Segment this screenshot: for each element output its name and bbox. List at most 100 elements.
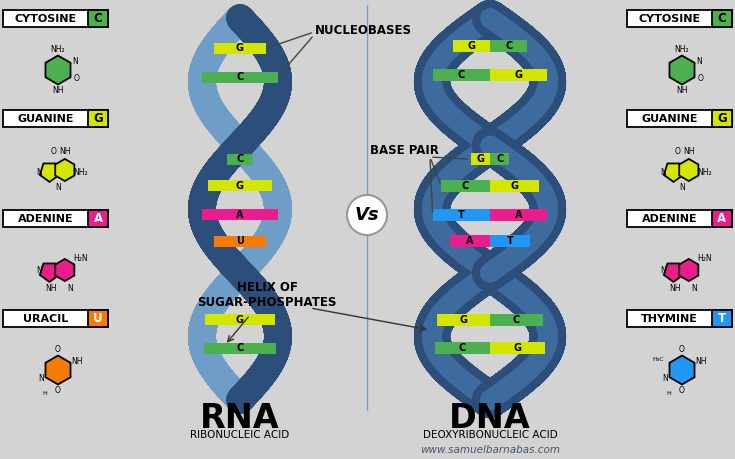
Text: C: C (717, 12, 726, 25)
Text: O: O (55, 345, 61, 354)
Text: A: A (515, 210, 523, 220)
Text: U: U (236, 236, 244, 246)
Polygon shape (670, 356, 695, 385)
FancyBboxPatch shape (490, 153, 509, 165)
Text: N: N (662, 374, 668, 383)
Text: URACIL: URACIL (23, 313, 68, 324)
FancyBboxPatch shape (627, 210, 732, 227)
Text: C: C (237, 343, 243, 353)
Polygon shape (664, 163, 684, 182)
Text: NH: NH (683, 147, 695, 156)
Text: H₂N: H₂N (697, 254, 711, 263)
Text: G: G (467, 41, 476, 51)
Polygon shape (55, 259, 74, 281)
FancyBboxPatch shape (627, 310, 732, 327)
FancyBboxPatch shape (3, 210, 108, 227)
Text: U: U (93, 312, 103, 325)
Text: N: N (679, 183, 685, 191)
Text: A: A (93, 212, 103, 225)
Text: N: N (67, 284, 73, 293)
Text: ADENINE: ADENINE (18, 213, 74, 224)
FancyBboxPatch shape (437, 314, 490, 326)
Text: G: G (510, 181, 518, 191)
Text: NH: NH (695, 357, 706, 366)
FancyBboxPatch shape (490, 235, 531, 247)
Text: O: O (675, 147, 681, 156)
FancyBboxPatch shape (433, 69, 490, 81)
Text: C: C (458, 70, 465, 80)
FancyBboxPatch shape (88, 10, 108, 27)
Text: O: O (55, 386, 61, 395)
FancyBboxPatch shape (441, 180, 490, 192)
Text: G: G (236, 44, 244, 53)
FancyBboxPatch shape (712, 110, 732, 127)
Text: GUANINE: GUANINE (641, 113, 698, 123)
Text: N: N (691, 284, 697, 293)
Polygon shape (40, 263, 60, 282)
Text: NH: NH (59, 147, 71, 156)
Text: ADENINE: ADENINE (642, 213, 698, 224)
Text: NH₂: NH₂ (51, 45, 65, 54)
Text: Vs: Vs (355, 206, 379, 224)
Text: C: C (513, 315, 520, 325)
FancyBboxPatch shape (88, 310, 108, 327)
Text: THYMINE: THYMINE (641, 313, 698, 324)
FancyBboxPatch shape (434, 342, 490, 354)
Text: C: C (237, 72, 243, 82)
Polygon shape (46, 356, 71, 385)
FancyBboxPatch shape (213, 236, 267, 247)
Text: H: H (42, 392, 47, 396)
FancyBboxPatch shape (88, 210, 108, 227)
FancyBboxPatch shape (3, 10, 108, 27)
Text: G: G (514, 343, 522, 353)
Text: N: N (38, 374, 44, 383)
Text: A: A (236, 210, 244, 220)
FancyBboxPatch shape (202, 72, 278, 83)
FancyBboxPatch shape (490, 180, 539, 192)
FancyBboxPatch shape (3, 110, 108, 127)
Text: G: G (93, 112, 103, 125)
Text: T: T (718, 312, 726, 325)
FancyBboxPatch shape (433, 209, 490, 221)
FancyBboxPatch shape (204, 343, 276, 354)
Text: H₂N: H₂N (73, 254, 87, 263)
Text: N: N (661, 168, 666, 177)
Polygon shape (664, 263, 684, 282)
Text: C: C (505, 41, 512, 51)
FancyBboxPatch shape (205, 314, 275, 325)
FancyBboxPatch shape (214, 43, 266, 54)
Text: O: O (698, 74, 703, 83)
Text: NH: NH (676, 86, 688, 95)
Text: RIBONUCLEIC ACID: RIBONUCLEIC ACID (190, 430, 290, 440)
FancyBboxPatch shape (627, 110, 732, 127)
Text: N: N (661, 265, 666, 274)
Text: O: O (74, 74, 79, 83)
Text: C: C (237, 154, 243, 164)
Text: C: C (93, 12, 102, 25)
FancyBboxPatch shape (3, 310, 108, 327)
Text: N: N (55, 183, 61, 191)
Text: www.samuelbarnabas.com: www.samuelbarnabas.com (420, 445, 560, 455)
Text: NH₂: NH₂ (74, 168, 88, 177)
Text: G: G (476, 154, 484, 164)
Text: BASE PAIR: BASE PAIR (370, 144, 439, 157)
Text: A: A (466, 236, 473, 246)
FancyBboxPatch shape (450, 235, 490, 247)
Text: NH₂: NH₂ (698, 168, 712, 177)
Polygon shape (55, 159, 74, 181)
Text: HELIX OF
SUGAR-PHOSPHATES: HELIX OF SUGAR-PHOSPHATES (197, 281, 337, 309)
FancyBboxPatch shape (227, 154, 253, 165)
Text: CYTOSINE: CYTOSINE (639, 13, 700, 23)
Text: NH: NH (71, 357, 82, 366)
Text: C: C (462, 181, 469, 191)
Text: N: N (72, 57, 78, 66)
Text: O: O (679, 386, 685, 395)
Text: T: T (458, 210, 465, 220)
Text: CYTOSINE: CYTOSINE (15, 13, 76, 23)
FancyBboxPatch shape (712, 10, 732, 27)
Text: G: G (236, 315, 244, 325)
Text: G: G (459, 315, 467, 325)
FancyBboxPatch shape (208, 180, 272, 191)
Polygon shape (679, 159, 698, 181)
FancyBboxPatch shape (627, 10, 732, 27)
